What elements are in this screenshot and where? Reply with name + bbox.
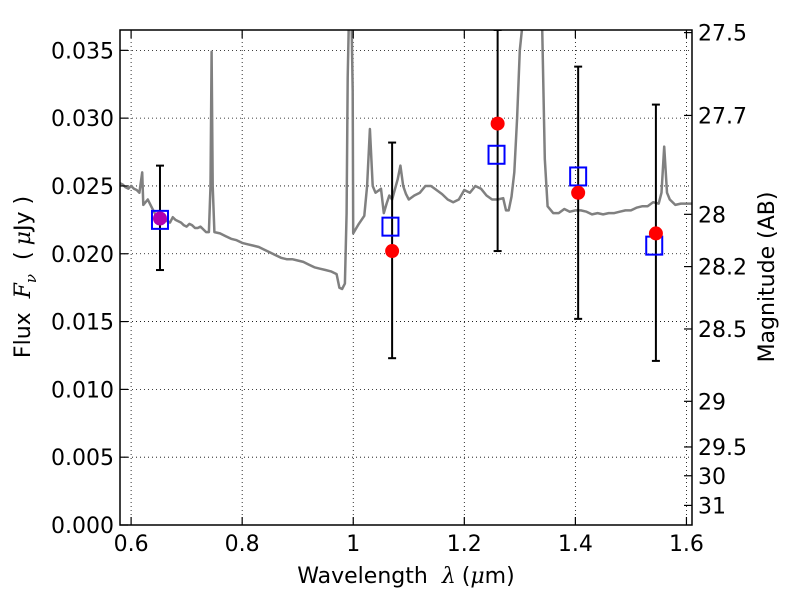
measured-points [152,116,663,259]
x-tick-label: 1.6 [669,532,704,557]
spectrum-series [120,30,692,291]
y-tick-label: 0.005 [51,446,114,471]
y2-tick-label: 27.5 [698,22,747,47]
y-tick-label: 0.015 [51,311,114,336]
model-point [150,209,169,230]
x-tick-label: 0.8 [225,532,260,557]
y-axis-title: FluxFν(μJy ) [11,196,40,358]
grid [120,30,692,526]
measured-point [490,116,505,131]
measured-point [571,185,586,200]
y2-tick-label: 28.5 [698,318,747,343]
y-tick-label: 0.030 [51,107,114,132]
x-axis-title: Wavelength λ (μm) [297,564,514,589]
y2-tick-label: 29 [698,390,726,415]
plot-frame [119,29,693,526]
measured-point [152,211,167,226]
x-tick-label: 0.6 [114,532,149,557]
y2-tick-label: 29.5 [698,436,747,461]
y2-tick-label: 28 [698,203,726,228]
y-tick-label: 0.000 [51,514,114,539]
y2-axis-title: Magnitude (AB) [755,192,780,363]
y2-axis-ticks: 27.5 27.7 28 28.2 28.5 29 29.5 30 31 [684,22,747,519]
y-tick-label: 0.010 [51,378,114,403]
y2-tick-label: 30 [698,465,726,490]
y-axis-ticks: 0.000 0.005 0.010 0.015 0.020 0.025 0.030 0.035 [51,39,128,539]
y2-tick-label: 27.7 [698,104,747,129]
x-tick-label: 1.4 [558,532,593,557]
x-axis-ticks: 0.6 0.8 1 1.2 1.4 1.6 [114,30,704,557]
model-point [569,166,588,187]
model-point [381,216,400,237]
y-tick-label: 0.025 [51,175,114,200]
model-point [487,144,506,165]
y-tick-label: 0.035 [51,39,114,64]
y2-tick-label: 28.2 [698,256,747,281]
x-tick-label: 1 [346,532,360,557]
x-tick-label: 1.2 [447,532,482,557]
measured-point [385,244,400,259]
y-tick-label: 0.020 [51,243,114,268]
y2-tick-label: 31 [698,494,726,519]
spectrum-line [120,30,692,291]
measured-point [648,226,663,241]
